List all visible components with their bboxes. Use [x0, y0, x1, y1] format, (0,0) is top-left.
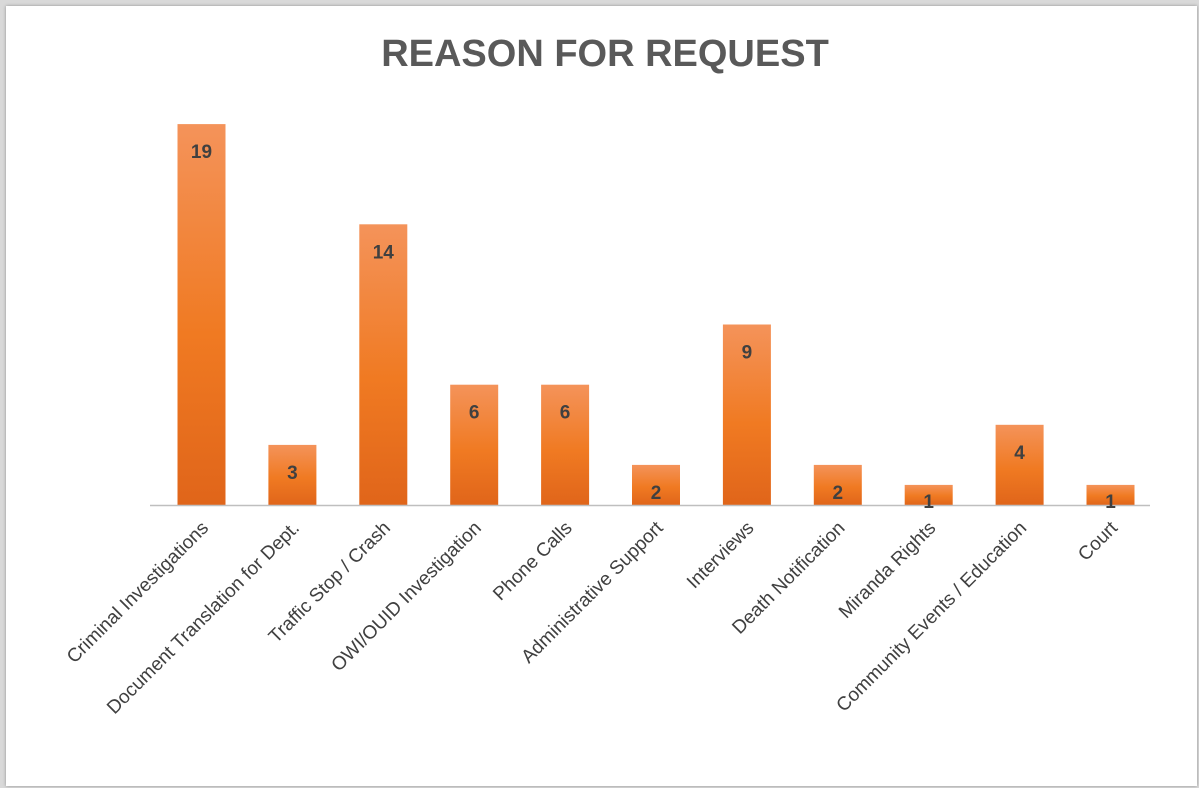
category-label: Phone Calls [489, 518, 576, 605]
bar [268, 444, 317, 506]
bar [632, 464, 680, 505]
value-label: 2 [833, 483, 844, 504]
bar [722, 324, 771, 505]
bar [995, 424, 1044, 505]
value-label: 9 [742, 343, 753, 364]
bar [541, 384, 590, 505]
chart-title: REASON FOR REQUEST [381, 33, 829, 75]
value-label: 4 [1014, 443, 1025, 464]
bar [904, 484, 953, 505]
value-label: 3 [287, 463, 298, 484]
category-label: Community Events / Education [833, 518, 1032, 717]
category-label: Miranda Rights [835, 518, 940, 623]
bar [813, 464, 862, 505]
category-label: Court [1074, 517, 1122, 565]
value-label: 1 [1105, 492, 1116, 513]
value-label: 1 [923, 492, 934, 513]
value-label: 6 [469, 403, 480, 424]
bar [177, 124, 226, 505]
value-label: 14 [373, 242, 395, 263]
bars-group [177, 124, 1135, 506]
category-label: OWI/OUID Investigation [328, 518, 486, 676]
category-label: Document Translation for Dept. [103, 518, 304, 719]
value-label: 19 [191, 142, 212, 163]
bar [1086, 484, 1135, 505]
bar [359, 224, 408, 506]
value-label: 6 [560, 403, 571, 424]
value-label: 2 [651, 483, 662, 504]
category-label: Interviews [683, 518, 758, 593]
bar [450, 384, 499, 505]
